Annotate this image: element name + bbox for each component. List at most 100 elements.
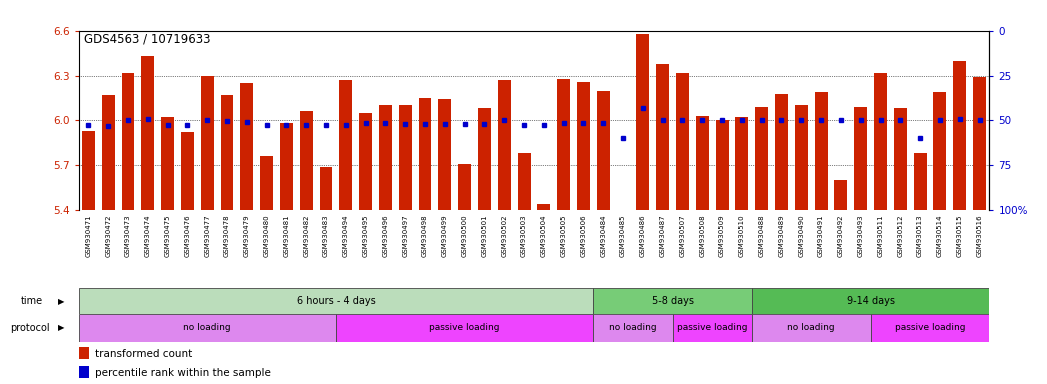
Bar [637,34,649,210]
Bar [617,210,629,227]
Bar [161,118,174,210]
Text: GSM930480: GSM930480 [264,214,270,257]
Bar [141,56,154,210]
Text: passive loading: passive loading [429,323,499,333]
Bar [815,92,827,210]
Bar [478,108,491,210]
Text: GSM930492: GSM930492 [838,214,844,257]
Text: GSM930502: GSM930502 [502,214,507,257]
Text: GSM930473: GSM930473 [125,214,131,257]
Text: GSM930516: GSM930516 [977,214,982,257]
Bar [874,73,887,210]
Bar [894,108,907,210]
Text: transformed count: transformed count [95,349,193,359]
Bar [121,73,134,210]
Bar [755,107,768,210]
Bar [656,64,669,210]
Text: GSM930507: GSM930507 [680,214,686,257]
Text: no loading: no loading [609,323,656,333]
Text: GSM930472: GSM930472 [106,214,111,257]
Bar [379,106,392,210]
Bar [79,347,89,359]
Bar [735,118,749,210]
Text: no loading: no loading [787,323,836,333]
Bar [221,95,233,210]
Text: GSM930477: GSM930477 [204,214,210,257]
Text: 9-14 days: 9-14 days [847,296,894,306]
Text: GSM930475: GSM930475 [164,214,171,257]
Text: time: time [21,296,43,306]
Bar [299,111,313,210]
Bar [934,92,946,210]
Bar [459,164,471,210]
Bar [752,288,989,314]
Text: GSM930496: GSM930496 [382,214,388,257]
Bar [557,79,571,210]
Text: GSM930479: GSM930479 [244,214,250,257]
Bar [775,94,788,210]
Text: GSM930495: GSM930495 [362,214,369,257]
Text: GSM930504: GSM930504 [541,214,547,257]
Text: GSM930500: GSM930500 [462,214,468,257]
Text: GSM930494: GSM930494 [342,214,349,257]
Text: GSM930471: GSM930471 [86,214,91,257]
Bar [795,106,807,210]
Bar [597,91,609,210]
Text: GSM930487: GSM930487 [660,214,666,257]
Bar [716,121,729,210]
Text: protocol: protocol [10,323,50,333]
Text: GSM930499: GSM930499 [442,214,448,257]
Bar [399,106,411,210]
Bar [577,81,589,210]
Bar [594,314,672,342]
Bar [973,77,986,210]
Text: GSM930482: GSM930482 [304,214,309,257]
Text: GSM930497: GSM930497 [402,214,408,257]
Bar [914,153,927,210]
Text: GSM930515: GSM930515 [957,214,962,257]
Bar [339,80,352,210]
Text: GSM930509: GSM930509 [719,214,726,257]
Text: GSM930483: GSM930483 [324,214,329,257]
Bar [953,61,966,210]
Text: GSM930491: GSM930491 [818,214,824,257]
Bar [439,99,451,210]
Text: GSM930506: GSM930506 [580,214,586,257]
Bar [280,123,293,210]
Text: GSM930489: GSM930489 [779,214,784,257]
Bar [419,98,431,210]
Text: ▶: ▶ [58,297,64,306]
Text: GSM930498: GSM930498 [422,214,428,257]
Text: GSM930501: GSM930501 [482,214,488,257]
Text: GSM930493: GSM930493 [857,214,864,257]
Text: GSM930484: GSM930484 [600,214,606,257]
Bar [261,156,273,210]
Text: GSM930508: GSM930508 [699,214,706,257]
Text: passive loading: passive loading [677,323,748,333]
Text: no loading: no loading [183,323,231,333]
Text: GSM930486: GSM930486 [640,214,646,257]
Bar [319,167,333,210]
Text: GSM930476: GSM930476 [184,214,191,257]
Bar [82,131,95,210]
Bar [854,107,867,210]
Bar [752,314,871,342]
Bar [79,366,89,377]
Bar [201,76,214,210]
Text: GSM930481: GSM930481 [284,214,289,257]
Text: percentile rank within the sample: percentile rank within the sample [95,367,271,377]
Text: GSM930505: GSM930505 [561,214,566,257]
Text: GSM930474: GSM930474 [144,214,151,257]
Bar [537,204,551,210]
Bar [102,95,115,210]
Bar [336,314,594,342]
Text: GSM930490: GSM930490 [798,214,804,257]
Bar [517,153,531,210]
Text: 5-8 days: 5-8 days [651,296,693,306]
Bar [672,314,752,342]
Text: GDS4563 / 10719633: GDS4563 / 10719633 [84,33,210,46]
Text: ▶: ▶ [58,323,64,333]
Bar [497,80,511,210]
Bar [834,180,847,210]
Bar [871,314,989,342]
